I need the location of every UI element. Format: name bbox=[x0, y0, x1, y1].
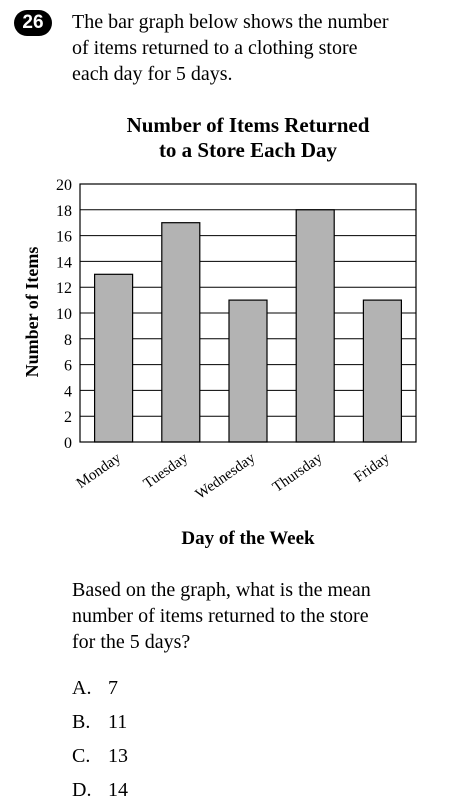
y-tick-label: 16 bbox=[56, 229, 72, 246]
y-tick-label: 0 bbox=[64, 435, 72, 452]
bar-tuesday bbox=[161, 222, 201, 443]
prompt-line-3: each day for 5 days. bbox=[72, 63, 233, 85]
option-value: 13 bbox=[108, 745, 128, 767]
y-tick-label: 4 bbox=[64, 383, 72, 400]
followup-line-3: for the 5 days? bbox=[72, 631, 191, 653]
bar-wednesday bbox=[228, 299, 268, 443]
prompt-line-2: of items returned to a clothing store bbox=[72, 37, 358, 59]
y-tick-label: 14 bbox=[56, 254, 72, 271]
bar-monday bbox=[93, 273, 134, 443]
answer-option-d[interactable]: D. 14 bbox=[72, 777, 128, 803]
prompt-line-1: The bar graph below shows the number bbox=[72, 11, 389, 33]
y-tick-label: 6 bbox=[64, 358, 72, 375]
x-tick-label: Tuesday bbox=[141, 450, 192, 492]
y-axis-label: Number of Items bbox=[22, 247, 42, 378]
option-value: 11 bbox=[108, 711, 128, 733]
x-tick-label: Wednesday bbox=[193, 450, 259, 503]
followup-line-2: number of items returned to the store bbox=[72, 605, 369, 627]
plot-area: 0 2 4 6 8 10 12 14 16 18 20 Monday Tuesday Wednesday T… bbox=[56, 177, 417, 503]
bar-thursday bbox=[295, 209, 335, 443]
y-tick-label: 8 bbox=[64, 332, 72, 349]
followup-line-1: Based on the graph, what is the mean bbox=[72, 579, 371, 601]
question-number-badge: 26 bbox=[14, 10, 52, 36]
option-value: 14 bbox=[108, 779, 128, 801]
answer-option-a[interactable]: A. 7 bbox=[72, 675, 118, 701]
chart-title-line-2: to a Store Each Day bbox=[159, 138, 338, 162]
y-tick-label: 12 bbox=[56, 280, 72, 297]
y-tick-label: 18 bbox=[56, 203, 72, 220]
y-tick-label: 10 bbox=[56, 306, 72, 323]
option-label: D. bbox=[72, 779, 92, 801]
y-tick-label: 2 bbox=[64, 409, 72, 426]
option-label: A. bbox=[72, 677, 92, 699]
bar-friday bbox=[362, 299, 402, 443]
x-axis-label: Day of the Week bbox=[181, 528, 315, 549]
answer-option-c[interactable]: C. 13 bbox=[72, 743, 128, 769]
bar-chart: Number of Items Returned to a Store Each… bbox=[22, 113, 417, 549]
option-label: B. bbox=[72, 711, 91, 733]
chart-title-line-1: Number of Items Returned bbox=[127, 113, 370, 137]
answer-option-b[interactable]: B. 11 bbox=[72, 709, 127, 735]
option-label: C. bbox=[72, 745, 91, 767]
x-tick-label: Monday bbox=[74, 450, 125, 492]
x-tick-label: Thursday bbox=[270, 450, 326, 496]
option-value: 7 bbox=[108, 677, 118, 699]
plot-frame bbox=[79, 183, 417, 443]
y-tick-label: 20 bbox=[56, 177, 72, 194]
x-tick-label: Friday bbox=[351, 450, 393, 486]
